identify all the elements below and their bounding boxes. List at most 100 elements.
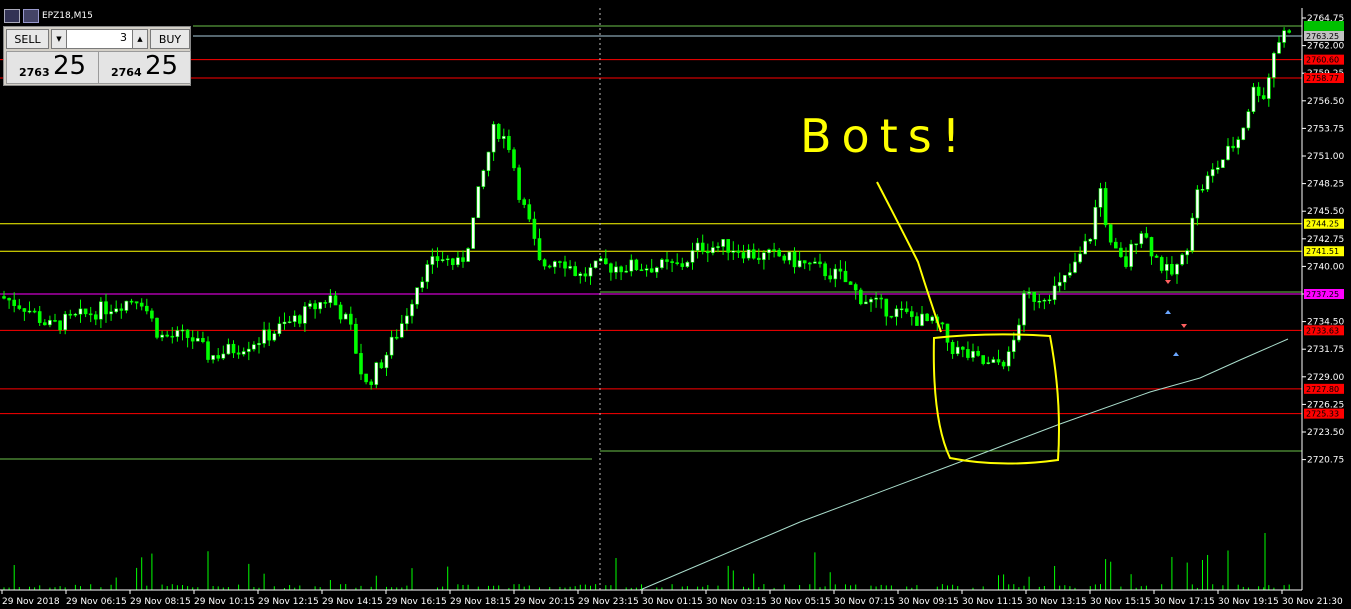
candle-body [389, 336, 394, 356]
candle-body [313, 303, 317, 310]
candle-body [221, 353, 226, 359]
candle-body [1282, 30, 1286, 43]
price-marker-box [1304, 21, 1344, 31]
bots-annotation: Bots! [800, 109, 1060, 465]
candle-body [134, 301, 139, 304]
candle-body [287, 321, 292, 323]
time-tick-label: 30 Nov 05:15 [770, 597, 831, 607]
candlesticks [2, 27, 1291, 390]
price-marker-box [1304, 383, 1344, 394]
price-tick-label: 2720.75 [1307, 456, 1344, 466]
candle-body [894, 308, 899, 318]
candle-body [512, 149, 516, 169]
candle-body [53, 320, 57, 322]
volume-bars [3, 533, 1290, 590]
candle-body [282, 321, 287, 325]
time-tick-label: 30 Nov 07:15 [834, 597, 895, 607]
candle-body [226, 343, 231, 355]
candle-body [379, 362, 384, 369]
price-marker-box [1304, 289, 1344, 299]
candle-body [976, 350, 980, 356]
candle-body [292, 315, 297, 322]
lot-size-stepper[interactable]: ▼ 3 ▲ [51, 29, 148, 49]
candle-body [578, 273, 583, 276]
lot-size-value[interactable]: 3 [120, 31, 127, 44]
candle-body [48, 320, 52, 326]
candle-body [711, 247, 715, 254]
sell-button[interactable]: SELL [6, 29, 49, 49]
candle-body [1124, 256, 1128, 267]
price-tick-label: 2753.75 [1307, 124, 1344, 134]
candle-body [746, 249, 751, 259]
candle-body [981, 355, 986, 364]
candle-body [12, 299, 16, 306]
candle-body [318, 302, 323, 310]
time-tick-label: 30 Nov 01:15 [642, 597, 703, 607]
candle-body [858, 289, 863, 305]
candle-body [1057, 281, 1062, 287]
candle-body [1017, 324, 1021, 341]
candle-body [685, 262, 690, 267]
candle-body [741, 252, 746, 259]
candle-body [430, 256, 435, 265]
buy-button[interactable]: BUY [150, 29, 190, 49]
time-tick-label: 29 Nov 16:15 [386, 597, 447, 607]
candle-body [1027, 291, 1031, 294]
price-tick-label: 2764.75 [1307, 14, 1344, 24]
increase-lot-icon[interactable]: ▲ [132, 30, 147, 48]
candle-body [445, 258, 450, 261]
candle-body [2, 296, 6, 299]
candle-body [1185, 250, 1189, 256]
candle-body [1165, 264, 1169, 271]
candle-body [782, 255, 787, 261]
price-marker-label: 2725.33 [1306, 410, 1339, 419]
candle-body [7, 297, 11, 301]
time-tick-label: 29 Nov 18:15 [450, 597, 511, 607]
candle-body [369, 381, 374, 385]
candle-body [1032, 291, 1036, 302]
decrease-lot-icon[interactable]: ▼ [52, 30, 67, 48]
candle-body [1103, 188, 1108, 226]
candle-body [216, 355, 220, 359]
candle-body [78, 308, 83, 315]
candle-body [792, 251, 797, 268]
candle-body [654, 267, 659, 273]
price-marker-label: 2727.80 [1306, 385, 1339, 394]
candle-body [869, 299, 873, 303]
candle-body [680, 263, 685, 267]
candle-body [415, 287, 419, 305]
candle-body [185, 329, 190, 338]
candle-body [425, 264, 430, 283]
price-tick-label: 2740.00 [1307, 262, 1344, 272]
candle-body [211, 355, 215, 360]
candle-body [1006, 351, 1011, 367]
candle-body [945, 323, 950, 343]
candle-body [384, 354, 389, 369]
candle-body [170, 335, 175, 338]
horizontal-levels [0, 25, 1302, 460]
price-tick-label: 2729.00 [1307, 373, 1344, 383]
bid-price-box[interactable]: 2763 25 [6, 51, 99, 84]
price-tick-label: 2748.25 [1307, 180, 1344, 190]
candle-body [1129, 243, 1133, 267]
candle-body [1088, 238, 1093, 242]
candle-body [1261, 95, 1266, 99]
candle-body [532, 218, 537, 239]
candle-body [1119, 247, 1123, 257]
candle-body [1093, 207, 1098, 240]
candle-body [471, 217, 476, 249]
ask-price-box[interactable]: 2764 25 [98, 51, 191, 84]
candle-body [277, 323, 282, 334]
candle-body [461, 257, 465, 262]
candle-body [1221, 159, 1225, 168]
candle-body [88, 313, 93, 316]
candle-body [787, 251, 792, 261]
candle-body [241, 351, 246, 355]
candle-body [247, 348, 251, 352]
candle-body [563, 261, 567, 269]
candle-body [359, 353, 363, 375]
candle-body [874, 297, 878, 300]
candle-body [1241, 127, 1246, 140]
candle-body [42, 322, 47, 326]
